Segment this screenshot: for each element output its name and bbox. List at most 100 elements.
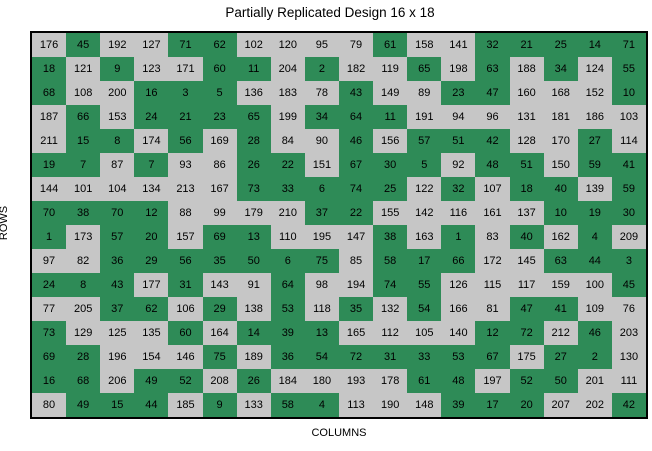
grid-cell: 66 [441, 249, 476, 273]
grid-cell: 13 [236, 225, 271, 249]
grid-cell: 1 [441, 225, 476, 249]
grid-cell: 27 [543, 345, 578, 369]
grid-cell: 9 [100, 57, 135, 81]
grid-cell: 195 [304, 225, 339, 249]
grid-cell: 147 [338, 225, 374, 249]
grid-cell: 84 [270, 129, 305, 153]
grid-cell: 43 [100, 273, 135, 297]
grid-cell: 196 [100, 345, 135, 369]
grid-cell: 190 [373, 393, 408, 417]
grid-cell: 83 [475, 225, 510, 249]
grid-cell: 75 [202, 345, 237, 369]
grid-cell: 178 [373, 369, 408, 393]
grid-cell: 59 [577, 153, 612, 177]
grid-cell: 109 [577, 297, 612, 321]
grid-cell: 51 [441, 129, 476, 153]
grid-cell: 61 [407, 369, 442, 393]
grid-cell: 43 [338, 81, 374, 105]
grid-cell: 191 [407, 105, 442, 129]
grid-cell: 16 [134, 81, 169, 105]
grid-cell: 125 [100, 321, 135, 345]
grid-cell: 165 [338, 321, 374, 345]
grid-cell: 38 [373, 225, 408, 249]
grid-cell: 23 [202, 105, 237, 129]
grid-cell: 6 [304, 177, 339, 201]
grid-cell: 20 [509, 393, 544, 417]
grid-cell: 138 [236, 297, 271, 321]
grid-cell: 164 [202, 321, 237, 345]
grid-cell: 167 [202, 177, 237, 201]
grid-cell: 8 [66, 273, 101, 297]
grid-cell: 19 [32, 153, 67, 177]
grid-cell: 118 [304, 297, 339, 321]
grid-cell: 129 [66, 321, 101, 345]
grid-cell: 41 [611, 153, 646, 177]
grid-cell: 38 [66, 201, 101, 225]
grid-cell: 20 [134, 225, 169, 249]
grid-cell: 11 [236, 57, 271, 81]
grid-cell: 80 [32, 393, 67, 417]
grid-cell: 194 [338, 273, 374, 297]
grid-cell: 121 [66, 57, 101, 81]
grid-cell: 48 [475, 153, 510, 177]
grid-cell: 150 [543, 153, 578, 177]
grid-cell: 145 [509, 249, 544, 273]
grid-cell: 82 [66, 249, 101, 273]
grid-cell: 173 [66, 225, 101, 249]
grid-cell: 105 [407, 321, 442, 345]
grid-cell: 27 [577, 129, 612, 153]
grid-cell: 134 [134, 177, 169, 201]
grid-cell: 17 [475, 393, 510, 417]
grid-cell: 74 [373, 273, 408, 297]
grid-cell: 181 [543, 105, 578, 129]
grid-cell: 133 [236, 393, 271, 417]
grid-cell: 67 [475, 345, 510, 369]
grid-cell: 14 [577, 33, 612, 57]
grid-cell: 206 [100, 369, 135, 393]
grid-cell: 207 [543, 393, 578, 417]
grid-cell: 64 [338, 105, 374, 129]
grid-cell: 28 [66, 345, 101, 369]
grid-cell: 174 [134, 129, 169, 153]
grid-cell: 56 [168, 129, 203, 153]
grid-cell: 151 [304, 153, 339, 177]
grid-cell: 189 [236, 345, 271, 369]
grid-cell: 39 [270, 321, 305, 345]
grid-cell: 56 [168, 249, 203, 273]
grid-cell: 64 [270, 273, 305, 297]
grid-cell: 37 [304, 201, 339, 225]
grid-cell: 148 [407, 393, 442, 417]
grid-cell: 7 [66, 153, 101, 177]
grid-cell: 77 [32, 297, 67, 321]
grid-cell: 18 [32, 57, 67, 81]
grid-cell: 31 [168, 273, 203, 297]
plot-title: Partially Replicated Design 16 x 18 [225, 5, 435, 20]
grid-cell: 158 [407, 33, 442, 57]
grid-cell: 201 [577, 369, 612, 393]
grid-cell: 58 [270, 393, 305, 417]
grid-cell: 44 [134, 393, 169, 417]
grid-cell: 7 [134, 153, 169, 177]
grid-cell: 19 [577, 201, 612, 225]
grid-cell: 60 [202, 57, 237, 81]
grid-cell: 58 [373, 249, 408, 273]
plot-area: 176 45 192 127 71 62 102 120 95 79 61 158 141 32 21 25 1… [30, 31, 648, 419]
grid-cell: 30 [611, 201, 646, 225]
grid-cell: 154 [134, 345, 169, 369]
grid-cell: 6 [270, 249, 305, 273]
grid-cell: 127 [134, 33, 169, 57]
grid-cell: 130 [611, 345, 646, 369]
grid-cell: 2 [577, 345, 612, 369]
grid-cell: 55 [407, 273, 442, 297]
grid-cell: 73 [32, 321, 67, 345]
grid-cell: 211 [32, 129, 67, 153]
grid-cell: 34 [304, 105, 339, 129]
grid-cell: 144 [32, 177, 67, 201]
grid-cell: 70 [100, 201, 135, 225]
grid-cell: 202 [577, 393, 612, 417]
grid-cell: 62 [134, 297, 169, 321]
grid-cell: 37 [100, 297, 135, 321]
grid-cell: 42 [475, 129, 510, 153]
grid-cell: 120 [270, 33, 305, 57]
grid-cell: 101 [66, 177, 101, 201]
